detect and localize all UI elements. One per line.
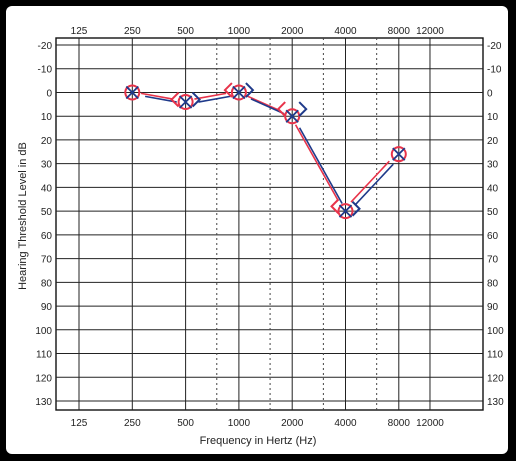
data-point-bracket-right xyxy=(245,82,255,98)
data-point-circle xyxy=(390,146,407,163)
series-3 xyxy=(170,82,340,215)
y-tick-label-left: 120 xyxy=(35,373,52,384)
y-tick-label-left: 0 xyxy=(46,88,52,99)
series-line xyxy=(350,160,390,203)
x-tick-label-bottom: 4000 xyxy=(334,418,357,429)
y-tick-label-right: -10 xyxy=(487,65,502,76)
data-point-cross xyxy=(285,109,299,123)
x-tick-label-top: 1000 xyxy=(228,26,251,37)
y-tick-label-right: 30 xyxy=(487,160,499,171)
y-tick-label-right: 100 xyxy=(487,326,504,337)
data-point-bracket-left xyxy=(330,198,340,215)
x-tick-label-top: 8000 xyxy=(388,26,411,37)
series-line xyxy=(140,92,173,100)
x-tick-label-bottom: 250 xyxy=(124,418,141,429)
y-tick-label-right: -20 xyxy=(487,41,502,52)
y-tick-label-right: 80 xyxy=(487,278,499,289)
plot-border xyxy=(55,37,484,411)
data-point-bracket-left xyxy=(170,91,180,108)
x-tick-label-bottom: 8000 xyxy=(388,418,411,429)
x-tick-label-bottom: 500 xyxy=(177,418,194,429)
series-0 xyxy=(124,84,407,220)
x-tick-label-top: 4000 xyxy=(334,26,357,37)
data-point-circle xyxy=(124,84,141,101)
data-point-bracket-right xyxy=(351,201,361,217)
y-tick-label-left: 110 xyxy=(36,350,52,361)
y-tick-label-left: 20 xyxy=(41,136,53,147)
y-tick-label-left: -20 xyxy=(38,41,53,52)
data-point-bracket-left xyxy=(223,82,233,98)
y-tick-label-left: 70 xyxy=(41,255,53,266)
x-tick-label-top: 2000 xyxy=(281,26,304,37)
y-tick-label-left: 90 xyxy=(41,302,53,313)
y-tick-label-left: 80 xyxy=(41,278,53,289)
x-tick-label-bottom: 2000 xyxy=(281,418,304,429)
x-tick-label-bottom: 12000 xyxy=(416,418,444,429)
y-tick-label-right: 70 xyxy=(487,255,499,266)
y-tick-label-right: 0 xyxy=(487,88,493,99)
data-point-circle xyxy=(230,84,247,101)
y-axis-label: Hearing Threshold Level in dB xyxy=(17,142,29,290)
y-tick-label-right: 60 xyxy=(487,231,499,242)
y-tick-label-right: 50 xyxy=(487,207,499,218)
data-series xyxy=(124,82,407,220)
data-point-bracket-left xyxy=(276,101,286,117)
y-tick-label-right: 20 xyxy=(487,136,499,147)
y-tick-label-right: 90 xyxy=(487,302,499,313)
x-axis-label: Frequency in Hertz (Hz) xyxy=(200,435,317,447)
series-line xyxy=(198,95,231,103)
series-line xyxy=(194,92,227,100)
y-tick-label-right: 110 xyxy=(487,350,503,361)
x-tick-label-top: 500 xyxy=(177,26,194,37)
series-1 xyxy=(125,85,406,218)
y-tick-label-left: 40 xyxy=(41,183,53,194)
grid xyxy=(55,37,484,411)
series-2 xyxy=(191,82,361,217)
y-tick-label-left: 50 xyxy=(41,207,53,218)
audiogram-chart: -20 -20 -10 -10 0 0 10 10 20 20 30 30 40 40 50 50 60 60 70… xyxy=(17,26,504,447)
y-tick-label-left: 30 xyxy=(41,160,53,171)
y-tick-label-left: 60 xyxy=(41,231,53,242)
data-point-cross xyxy=(392,147,406,161)
x-tick-label-bottom: 1000 xyxy=(228,418,251,429)
series-line xyxy=(354,163,394,206)
data-point-bracket-right xyxy=(298,101,308,117)
data-point-circle xyxy=(337,203,354,220)
series-line xyxy=(246,95,281,112)
data-point-cross xyxy=(338,204,353,218)
y-tick-label-left: 100 xyxy=(35,326,52,337)
data-point-bracket-right xyxy=(191,91,202,108)
data-point-circle xyxy=(284,108,301,125)
data-point-circle xyxy=(177,93,194,110)
y-tick-label-right: 120 xyxy=(487,373,504,384)
y-tick-label-left: 130 xyxy=(35,397,52,408)
y-tick-label-right: 130 xyxy=(487,397,504,408)
data-point-cross xyxy=(178,95,193,109)
y-tick-label-right: 10 xyxy=(487,112,499,123)
y-tick-label-right: 40 xyxy=(487,183,499,194)
x-tick-label-top: 125 xyxy=(71,26,88,37)
tick-labels: -20 -20 -10 -10 0 0 10 10 20 20 30 30 40 40 50 50 60 60 70… xyxy=(35,26,504,429)
x-tick-label-top: 250 xyxy=(124,26,141,37)
series-line xyxy=(250,98,285,115)
y-tick-label-left: 10 xyxy=(41,112,53,123)
data-point-cross xyxy=(125,85,139,100)
series-line xyxy=(298,127,343,204)
series-line xyxy=(144,95,177,103)
data-point-cross xyxy=(232,85,246,100)
y-tick-label-left: -10 xyxy=(38,65,53,76)
series-line xyxy=(294,124,339,201)
x-tick-label-top: 12000 xyxy=(416,26,444,37)
audiogram-panel: -20 -20 -10 -10 0 0 10 10 20 20 30 30 40 40 50 50 60 60 70… xyxy=(6,6,508,454)
x-tick-label-bottom: 125 xyxy=(71,418,88,429)
